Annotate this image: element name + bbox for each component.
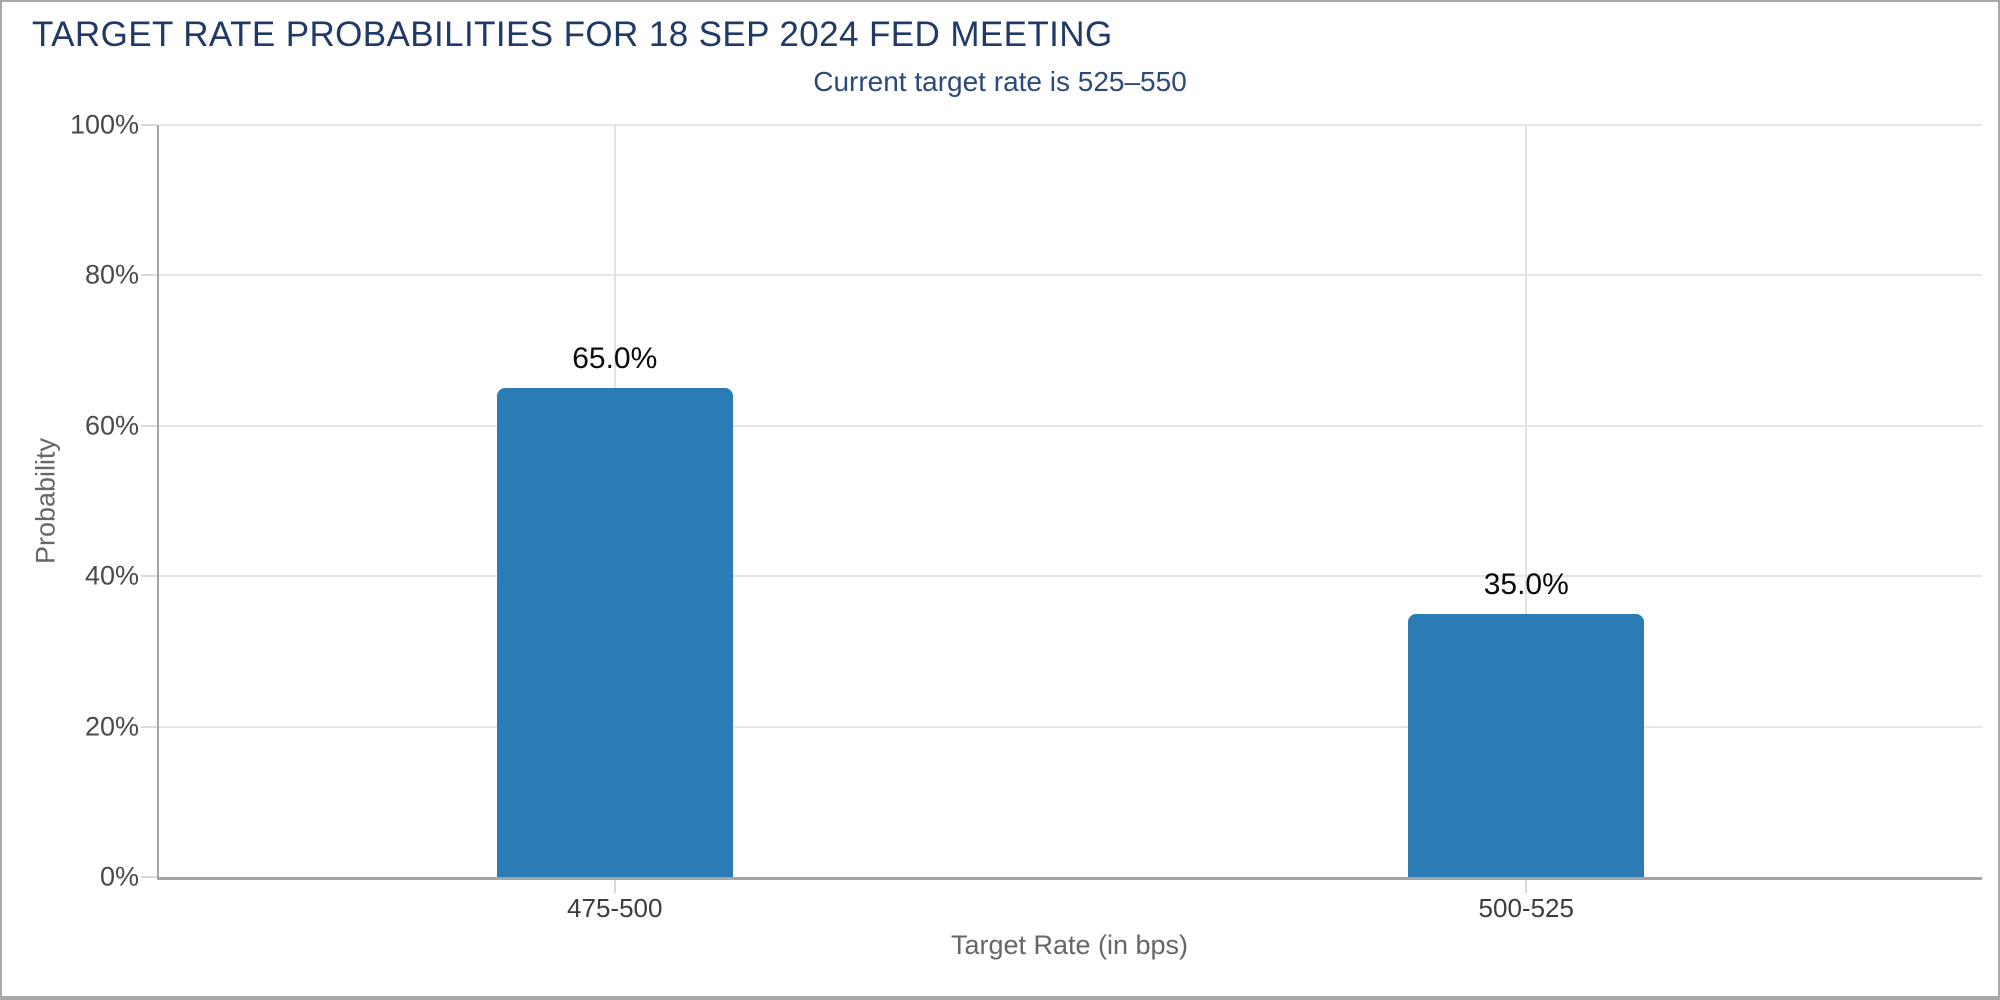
y-tick-mark (141, 725, 157, 728)
y-tick-label: 0% (99, 861, 139, 892)
chart-subtitle: Current target rate is 525–550 (813, 66, 1187, 97)
chart-title: TARGET RATE PROBABILITIES FOR 18 SEP 202… (32, 15, 1113, 54)
plot-area: 0% 20% 40% 60% 80% 100% 65.0% 475-500 35.0% 500-5… (70, 111, 1982, 921)
y-tick-label: 100% (69, 109, 139, 140)
bar-value-label: 65.0% (572, 342, 658, 376)
y-gridline (159, 274, 1982, 277)
y-gridline (159, 124, 1982, 126)
y-tick-label: 60% (84, 410, 139, 441)
y-tick-label: 80% (84, 259, 139, 290)
y-tick-mark (141, 124, 157, 126)
bar-value-label: 35.0% (1483, 567, 1569, 601)
x-tick-mark (613, 880, 616, 893)
x-category-label: 475-500 (567, 893, 663, 923)
bar-500-525 (1408, 613, 1645, 877)
y-tick-mark (141, 424, 157, 427)
y-gridline (159, 575, 1982, 578)
x-category-label: 500-525 (1478, 893, 1574, 923)
bar-475-500 (496, 388, 733, 877)
y-tick-mark (141, 274, 157, 277)
x-axis-title: Target Rate (in bps) (950, 930, 1189, 960)
y-tick-label: 20% (84, 711, 139, 742)
y-gridline (159, 424, 1982, 427)
y-axis-title: Probability (30, 437, 61, 565)
y-gridline (159, 725, 1982, 728)
x-gridline (1525, 125, 1528, 877)
y-tick-mark (141, 876, 157, 878)
y-tick-label: 40% (84, 560, 139, 591)
y-tick-mark (141, 575, 157, 578)
x-tick-mark (1525, 880, 1528, 893)
